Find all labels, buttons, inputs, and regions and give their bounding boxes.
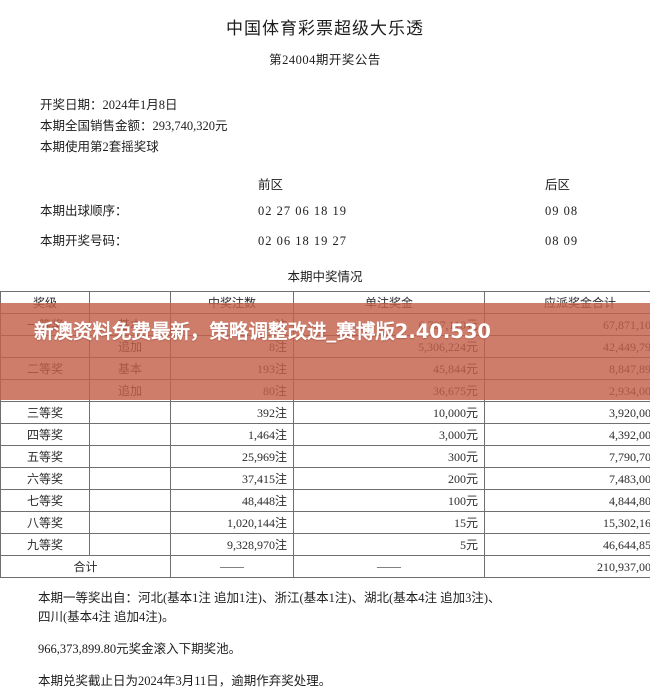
cell-prize-subtype <box>89 401 171 424</box>
cell-total-count: —— <box>170 555 294 578</box>
cell-prize-subtype <box>89 533 171 556</box>
cell-total-prize: 46,644,850元 <box>484 533 650 556</box>
cell-total-unit: —— <box>293 555 485 578</box>
cell-unit-prize: 100元 <box>293 489 485 512</box>
cell-prize-level: 五等奖 <box>0 445 90 468</box>
cell-grand-total: 210,937,004元 <box>484 555 650 578</box>
zone-header-spacer <box>40 174 225 196</box>
cell-total-prize: 4,392,000元 <box>484 423 650 446</box>
first-prize-origin-line-2: 四川(基本4注 追加4注)。 <box>38 610 175 624</box>
ball-order-row: 本期出球顺序： 02 27 06 18 19 09 08 <box>40 196 650 226</box>
cell-prize-level: 八等奖 <box>0 511 90 534</box>
cell-prize-level: 四等奖 <box>0 423 90 446</box>
watermark-band <box>0 303 650 400</box>
cell-unit-prize: 15元 <box>293 511 485 534</box>
table-row-total: 合计————210,937,004元 <box>0 555 650 578</box>
cell-prize-level: 三等奖 <box>0 401 90 424</box>
cell-prize-subtype <box>89 489 171 512</box>
cell-prize-level: 九等奖 <box>0 533 90 556</box>
national-sales-amount: 本期全国销售金额：293,740,320元 <box>40 119 228 133</box>
winning-numbers-label: 本期开奖号码： <box>40 234 128 248</box>
ball-set-used: 本期使用第2套摇奖球 <box>40 140 159 154</box>
cell-total-prize: 4,844,800元 <box>484 489 650 512</box>
cell-unit-prize: 3,000元 <box>293 423 485 446</box>
front-zone-header: 前区 <box>258 178 284 192</box>
cell-unit-prize: 5元 <box>293 533 485 556</box>
cell-prize-level: 七等奖 <box>0 489 90 512</box>
ball-order-front: 02 27 06 18 19 <box>258 204 347 218</box>
cell-winning-count: 48,448注 <box>170 489 294 512</box>
claim-deadline-note: 本期兑奖截止日为2024年3月11日，逾期作弃奖处理。 <box>38 674 332 688</box>
cell-unit-prize: 300元 <box>293 445 485 468</box>
page-title: 中国体育彩票超级大乐透 <box>226 19 424 38</box>
prize-table-caption: 本期中奖情况 <box>287 270 363 284</box>
ball-order-label: 本期出球顺序： <box>40 204 128 218</box>
cell-winning-count: 37,415注 <box>170 467 294 490</box>
cell-prize-subtype <box>89 467 171 490</box>
watermark-text: 新澳资料免费最新，策略调整改进_赛博版2.40.530 <box>34 320 491 343</box>
winning-numbers-front: 02 06 18 19 27 <box>258 234 347 248</box>
winning-numbers-back: 08 09 <box>545 234 579 248</box>
cell-total-prize: 15,302,160元 <box>484 511 650 534</box>
rollover-note: 966,373,899.80元奖金滚入下期奖池。 <box>38 642 242 656</box>
zone-header-row: 前区 后区 <box>40 174 650 196</box>
back-zone-header: 后区 <box>545 178 571 192</box>
cell-total-label: 合计 <box>0 555 171 578</box>
cell-winning-count: 1,020,144注 <box>170 511 294 534</box>
cell-winning-count: 392注 <box>170 401 294 424</box>
cell-winning-count: 9,328,970注 <box>170 533 294 556</box>
cell-prize-subtype <box>89 511 171 534</box>
ball-order-back: 09 08 <box>545 204 579 218</box>
winning-numbers-row: 本期开奖号码： 02 06 18 19 27 08 09 <box>40 226 650 256</box>
page-subtitle: 第24004期开奖公告 <box>269 53 381 67</box>
cell-total-prize: 3,920,000元 <box>484 401 650 424</box>
cell-unit-prize: 10,000元 <box>293 401 485 424</box>
first-prize-origin-note: 本期一等奖出自：河北(基本1注 追加1注)、浙江(基本1注)、湖北(基本4注 追… <box>38 589 630 627</box>
draw-meta-block: 开奖日期：2024年1月8日 本期全国销售金额：293,740,320元 本期使… <box>0 95 650 158</box>
cell-winning-count: 1,464注 <box>170 423 294 446</box>
first-prize-origin-line-1: 本期一等奖出自：河北(基本1注 追加1注)、浙江(基本1注)、湖北(基本4注 追… <box>38 591 501 605</box>
cell-prize-level: 六等奖 <box>0 467 90 490</box>
draw-date: 开奖日期：2024年1月8日 <box>40 98 178 112</box>
winning-numbers-block: 前区 后区 本期出球顺序： 02 27 06 18 19 09 08 本期开奖号… <box>0 174 650 256</box>
cell-winning-count: 25,969注 <box>170 445 294 468</box>
cell-total-prize: 7,790,700元 <box>484 445 650 468</box>
cell-unit-prize: 200元 <box>293 467 485 490</box>
cell-prize-subtype <box>89 423 171 446</box>
footnotes: 本期一等奖出自：河北(基本1注 追加1注)、浙江(基本1注)、湖北(基本4注 追… <box>0 589 650 691</box>
cell-prize-subtype <box>89 445 171 468</box>
cell-total-prize: 7,483,000元 <box>484 467 650 490</box>
